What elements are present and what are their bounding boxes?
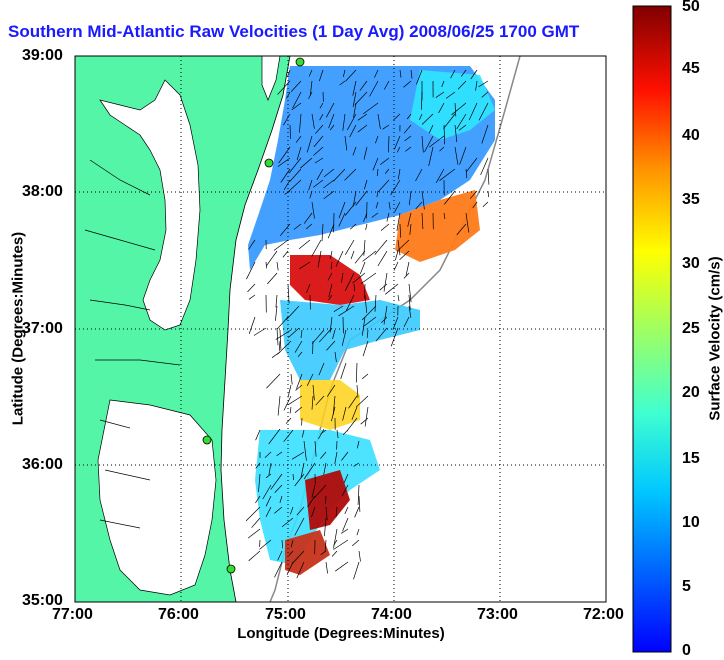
velocity-arrow — [335, 562, 348, 571]
velocity-arrow — [365, 407, 368, 427]
velocity-arrow — [252, 518, 260, 528]
velocity-arrow — [384, 273, 387, 292]
velocity-arrow — [358, 485, 359, 505]
station-marker — [265, 159, 273, 167]
velocity-arrow — [334, 540, 337, 545]
colorbar-tick: 5 — [682, 578, 691, 596]
x-tick-label: 75:00 — [265, 606, 306, 624]
velocity-arrow — [395, 251, 398, 260]
colorbar-tick: 10 — [682, 514, 700, 532]
velocity-arrow — [288, 396, 302, 405]
velocity-arrow — [341, 363, 346, 379]
velocity-arrow — [488, 191, 489, 197]
velocity-arrow — [288, 385, 291, 398]
velocity-arrow — [286, 418, 291, 424]
velocity-arrow — [356, 363, 357, 383]
velocity-arrow — [351, 251, 354, 259]
velocity-arrow — [277, 262, 278, 270]
velocity-arrow — [362, 374, 368, 379]
velocity-arrow — [355, 251, 365, 263]
velocity-arrow — [299, 240, 310, 249]
velocity-arrow — [278, 396, 280, 416]
title-overlap — [680, 20, 724, 46]
velocity-arrow — [272, 352, 280, 358]
velocity-arrow — [280, 330, 281, 350]
velocity-arrow — [291, 374, 292, 385]
y-tick-label: 37:00 — [22, 320, 63, 338]
velocity-arrow — [248, 284, 256, 292]
velocity-arrow — [375, 240, 387, 255]
velocity-arrow — [385, 284, 398, 294]
velocity-arrow — [398, 295, 399, 301]
velocity-arrow — [357, 529, 359, 535]
x-tick-label: 77:00 — [52, 606, 93, 624]
colorbar-tick: 45 — [682, 60, 700, 78]
velocity-arrow — [332, 551, 337, 557]
y-axis-label: Latitude (Degrees:Minutes) — [10, 229, 27, 429]
velocity-arrow — [326, 562, 328, 573]
velocity-field-mid — [280, 300, 420, 380]
velocity-arrow — [352, 540, 359, 546]
velocity-arrow — [381, 224, 389, 231]
velocity-arrow — [249, 295, 255, 299]
velocity-arrow — [394, 262, 398, 271]
x-tick-label: 72:00 — [583, 606, 624, 624]
velocity-arrow — [354, 562, 360, 579]
x-tick-label: 74:00 — [371, 606, 412, 624]
colorbar-tick: 0 — [682, 642, 691, 660]
station-marker — [203, 436, 211, 444]
velocity-arrow — [355, 507, 359, 517]
velocity-arrow — [275, 306, 277, 321]
colorbar-tick: 50 — [682, 0, 700, 16]
velocity-arrow — [366, 224, 367, 230]
velocity-arrow — [249, 317, 255, 334]
velocity-arrow — [334, 529, 338, 549]
velocity-arrow — [341, 529, 348, 533]
velocity-arrow — [345, 507, 348, 514]
velocity-arrow — [246, 507, 260, 521]
colorbar-label: Surface Velocity (cm/s) — [707, 229, 724, 449]
velocity-arrow — [361, 418, 368, 424]
velocity-arrow — [360, 262, 365, 274]
velocity-arrow — [277, 328, 278, 345]
velocity-arrow — [312, 240, 321, 257]
velocity-arrow — [267, 251, 278, 266]
velocity-arrow — [283, 251, 288, 257]
y-tick-label: 38:00 — [22, 183, 63, 201]
velocity-arrow — [279, 341, 280, 351]
colorbar-tick: 25 — [682, 320, 700, 338]
y-tick-label: 36:00 — [22, 456, 63, 474]
velocity-arrow — [483, 202, 488, 207]
velocity-arrow — [364, 240, 365, 256]
velocity-arrow — [380, 284, 387, 290]
velocity-arrow — [488, 169, 489, 185]
velocity-arrow — [290, 407, 291, 413]
velocity-arrow — [266, 262, 267, 268]
velocity-arrow — [378, 251, 387, 266]
velocity-arrow — [359, 496, 360, 512]
velocity-arrow — [326, 496, 327, 504]
velocity-arrow — [267, 273, 277, 284]
y-tick-label: 39:00 — [22, 47, 63, 65]
colorbar-tick: 15 — [682, 450, 700, 468]
colorbar-tick: 20 — [682, 384, 700, 402]
velocity-arrow — [363, 251, 376, 261]
velocity-arrow — [266, 374, 280, 388]
velocity-arrow — [249, 551, 260, 561]
velocity-arrow — [276, 295, 277, 307]
colorbar-tick: 40 — [682, 127, 700, 145]
station-marker — [227, 565, 235, 573]
x-axis-label: Longitude (Degrees:Minutes) — [75, 625, 607, 642]
x-tick-label: 76:00 — [158, 606, 199, 624]
velocity-arrow — [248, 529, 260, 538]
colorbar — [633, 6, 671, 652]
velocity-arrow — [359, 551, 361, 562]
velocity-arrow — [345, 240, 354, 255]
station-marker — [296, 58, 304, 66]
x-tick-label: 73:00 — [477, 606, 518, 624]
colorbar-tick: 30 — [682, 255, 700, 273]
colorbar-tick: 35 — [682, 191, 700, 209]
